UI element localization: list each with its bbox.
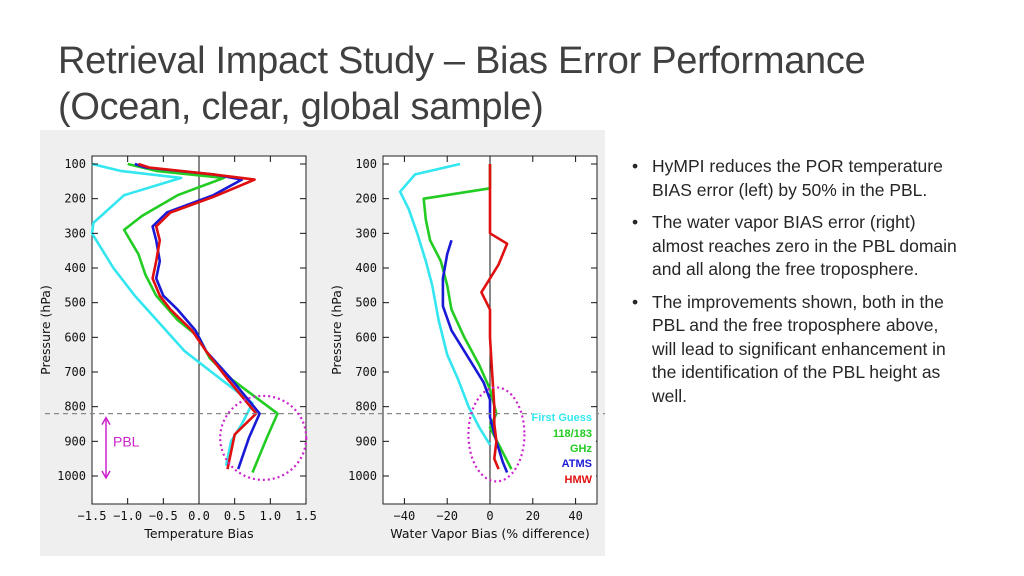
temperature-xtick-label: 0.0 bbox=[188, 509, 210, 523]
temperature-ytick-label: 1000 bbox=[57, 469, 86, 483]
water-vapor-ytick-label: 100 bbox=[355, 157, 377, 171]
pbl-label: PBL bbox=[113, 433, 140, 449]
water-vapor-xtick-label: −20 bbox=[436, 509, 458, 523]
temperature-ytick-label: 900 bbox=[64, 434, 86, 448]
water-vapor-series-hmw bbox=[480, 164, 509, 470]
title-line-1: Retrieval Impact Study – Bias Error Perf… bbox=[58, 40, 866, 82]
water-vapor-xtick-label: 20 bbox=[526, 509, 540, 523]
temperature-ytick-label: 500 bbox=[64, 296, 86, 310]
temperature-ytick-label: 400 bbox=[64, 261, 86, 275]
pbl-arrow-up-icon bbox=[101, 416, 111, 425]
temperature-ytick-label: 100 bbox=[64, 157, 86, 171]
temperature-series-hmw bbox=[137, 162, 258, 470]
bullet-icon: • bbox=[632, 156, 639, 176]
bullet-item: • HyMPI reduces the POR temperature BIAS … bbox=[632, 155, 962, 202]
water-vapor-xtick-label: 40 bbox=[568, 509, 582, 523]
temperature-ytick-label: 800 bbox=[64, 400, 86, 414]
pbl-highlight-ellipse bbox=[467, 386, 526, 483]
pbl-annotations: PBL bbox=[45, 386, 605, 483]
water-vapor-ytick-label: 600 bbox=[355, 330, 377, 344]
water-vapor-x-axis-label: Water Vapor Bias (% difference) bbox=[390, 526, 589, 541]
pbl-highlight-ellipse bbox=[219, 394, 308, 481]
legend-hmw: HMW bbox=[565, 474, 593, 486]
bullet-icon: • bbox=[632, 291, 639, 312]
temperature-series-atms bbox=[134, 162, 261, 470]
water-vapor-ytick-label: 1000 bbox=[348, 469, 377, 483]
bullet-item: • The water vapor BIAS error (right) almo… bbox=[632, 211, 962, 282]
bullet-text: The water vapor BIAS error (right) almos… bbox=[652, 212, 957, 279]
legend-background bbox=[532, 410, 596, 488]
legend-ghz: GHz bbox=[570, 443, 593, 455]
temperature-ytick-label: 300 bbox=[64, 226, 86, 240]
slide-title: Retrieval Impact Study – Bias Error Perf… bbox=[58, 38, 958, 130]
water-vapor-xtick-label: 0 bbox=[486, 509, 493, 523]
temperature-series-first-guess bbox=[90, 162, 254, 466]
water-vapor-ytick-label: 700 bbox=[355, 365, 377, 379]
bullet-text: HyMPI reduces the POR temperature BIAS e… bbox=[652, 156, 943, 200]
figure-panel: 100 200 300 400 500 600 700 800 900 1000 −1.5 −1.0−… bbox=[40, 130, 605, 556]
water-vapor-series-first-guess bbox=[398, 162, 492, 446]
water-vapor-ytick-label: 500 bbox=[355, 296, 377, 310]
temperature-ytick-label: 600 bbox=[64, 330, 86, 344]
bullet-item: • The improvements shown, both in the PBL… bbox=[632, 291, 962, 409]
temperature-xtick-label: −0.5 bbox=[149, 509, 178, 523]
temperature-xtick-label: 1.5 bbox=[295, 509, 317, 523]
water-vapor-y-axis-label: Pressure (hPa) bbox=[329, 285, 344, 375]
temperature-xtick-label: 0.5 bbox=[224, 509, 246, 523]
water-vapor-bias-chart: 100 200 300 400 500 600 700 800 900 1000 −40 −20 0 20… bbox=[329, 155, 598, 541]
summary-bullets: • HyMPI reduces the POR temperature BIAS … bbox=[632, 155, 962, 417]
water-vapor-ytick-label: 900 bbox=[355, 434, 377, 448]
water-vapor-xtick-label: −40 bbox=[394, 509, 416, 523]
temperature-xtick-label: −1.0 bbox=[113, 509, 142, 523]
pbl-arrow-down-icon bbox=[101, 470, 111, 480]
water-vapor-ytick-label: 200 bbox=[355, 192, 377, 206]
water-vapor-ytick-label: 300 bbox=[355, 226, 377, 240]
title-line-2: (Ocean, clear, global sample) bbox=[58, 86, 544, 128]
chart-legend: First Guess 118/183 GHz ATMS HMW bbox=[531, 410, 596, 488]
legend-118-183: 118/183 bbox=[553, 428, 592, 440]
temperature-xtick-label: 1.0 bbox=[259, 509, 281, 523]
water-vapor-series-atms bbox=[441, 239, 509, 473]
temperature-xtick-label: −1.5 bbox=[78, 509, 107, 523]
legend-first-guess: First Guess bbox=[531, 412, 592, 424]
water-vapor-ytick-label: 800 bbox=[355, 400, 377, 414]
bullet-text: The improvements shown, both in the PBL … bbox=[652, 291, 946, 406]
temperature-x-axis-label: Temperature Bias bbox=[143, 526, 253, 541]
legend-atms: ATMS bbox=[562, 458, 592, 470]
temperature-ytick-label: 200 bbox=[64, 192, 86, 206]
temperature-y-axis-label: Pressure (hPa) bbox=[40, 285, 53, 375]
temperature-bias-chart: 100 200 300 400 500 600 700 800 900 1000 −1.5 −1.0−… bbox=[40, 155, 317, 541]
temperature-ytick-label: 700 bbox=[64, 365, 86, 379]
bullet-icon: • bbox=[632, 212, 639, 232]
water-vapor-ytick-label: 400 bbox=[355, 261, 377, 275]
